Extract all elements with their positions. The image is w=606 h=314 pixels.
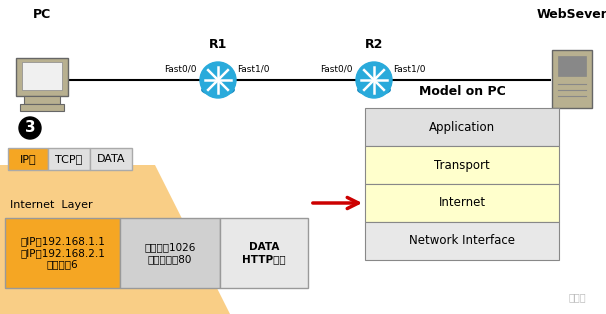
FancyBboxPatch shape (8, 148, 48, 170)
Text: Fast1/0: Fast1/0 (237, 65, 269, 74)
Text: DATA
HTTP荷载: DATA HTTP荷载 (242, 242, 286, 264)
Text: WebSever: WebSever (536, 8, 606, 20)
FancyBboxPatch shape (365, 108, 559, 146)
FancyBboxPatch shape (365, 146, 559, 184)
Text: Transport: Transport (434, 159, 490, 171)
Text: R1: R1 (209, 37, 227, 51)
FancyBboxPatch shape (16, 58, 68, 96)
Text: DATA: DATA (97, 154, 125, 164)
FancyBboxPatch shape (24, 96, 60, 104)
Text: Model on PC: Model on PC (419, 85, 505, 98)
Text: Application: Application (429, 121, 495, 133)
Circle shape (356, 62, 392, 98)
Polygon shape (0, 165, 230, 314)
Text: Fast1/0: Fast1/0 (393, 65, 425, 74)
Text: IP头: IP头 (19, 154, 36, 164)
Text: Internet: Internet (438, 197, 485, 209)
Ellipse shape (358, 85, 390, 95)
Text: PC: PC (33, 8, 51, 20)
Ellipse shape (202, 85, 234, 95)
Text: 亿速云: 亿速云 (568, 292, 586, 302)
FancyBboxPatch shape (22, 62, 62, 90)
FancyBboxPatch shape (20, 104, 64, 111)
Text: Network Interface: Network Interface (409, 235, 515, 247)
FancyBboxPatch shape (90, 148, 132, 170)
Text: Fast0/0: Fast0/0 (164, 65, 196, 74)
FancyBboxPatch shape (120, 218, 220, 288)
Text: 源IP：192.168.1.1
目IP：192.168.2.1
协议号：6: 源IP：192.168.1.1 目IP：192.168.2.1 协议号：6 (20, 236, 105, 270)
FancyBboxPatch shape (365, 222, 559, 260)
FancyBboxPatch shape (558, 56, 586, 76)
Text: Fast0/0: Fast0/0 (320, 65, 352, 74)
FancyBboxPatch shape (220, 218, 308, 288)
FancyBboxPatch shape (48, 148, 90, 170)
Text: Internet  Layer: Internet Layer (10, 200, 93, 210)
Text: R2: R2 (365, 37, 383, 51)
Circle shape (200, 62, 236, 98)
FancyBboxPatch shape (365, 184, 559, 222)
Text: 源端口号1026
目的端口号80: 源端口号1026 目的端口号80 (144, 242, 196, 264)
Text: 3: 3 (25, 121, 35, 136)
Circle shape (19, 117, 41, 139)
FancyBboxPatch shape (5, 218, 120, 288)
Text: TCP头: TCP头 (55, 154, 82, 164)
FancyBboxPatch shape (552, 50, 592, 108)
